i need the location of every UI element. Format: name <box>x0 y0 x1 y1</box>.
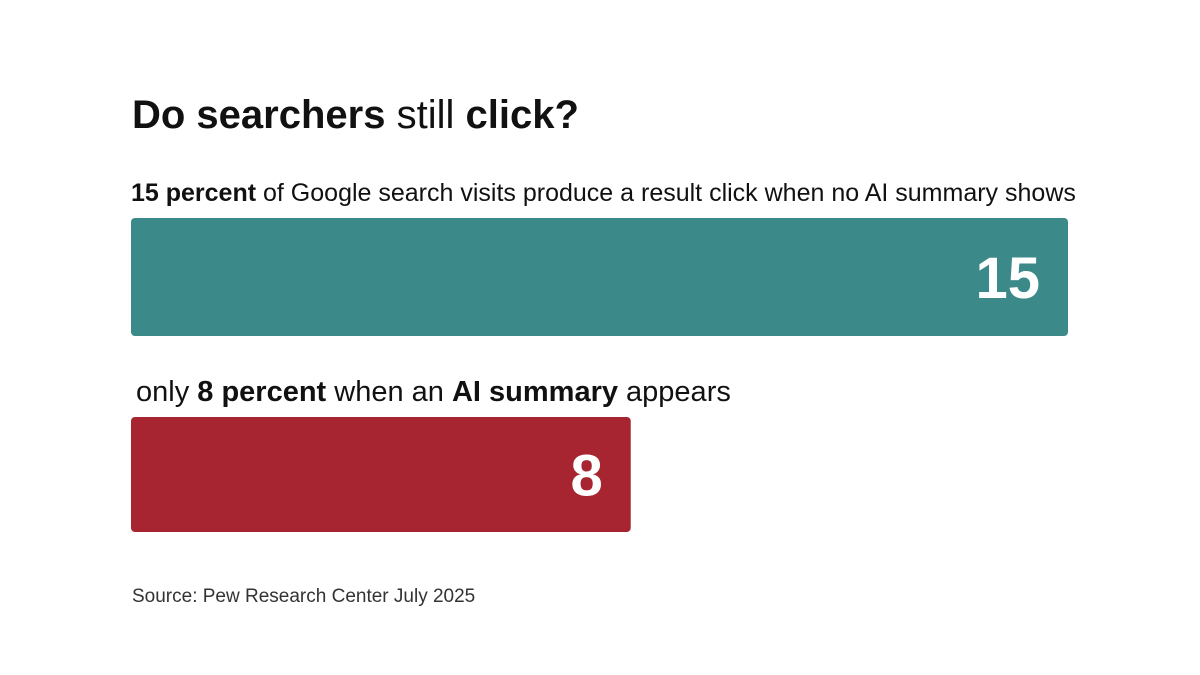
bar <box>131 218 1068 336</box>
text-run: 15 percent <box>131 179 263 207</box>
value-label: 8 <box>570 444 602 509</box>
chart-title: Do searchers still click? <box>132 93 579 137</box>
text-run: Do searchers <box>132 93 397 137</box>
source-note: Source: Pew Research Center July 2025 <box>132 586 475 607</box>
text-run: appears <box>626 376 731 408</box>
text-run: only <box>136 376 197 408</box>
text-run: still <box>397 93 466 137</box>
category-label: 15 percent of Google search visits produ… <box>131 179 1076 207</box>
text-run: 8 percent <box>197 376 334 408</box>
text-run: click? <box>465 93 578 137</box>
text-run: AI summary <box>452 376 626 408</box>
text-run: when an <box>333 376 452 408</box>
category-label: only 8 percent when an AI summary appear… <box>136 376 731 408</box>
value-label: 15 <box>975 246 1040 311</box>
text-run: of Google search visits produce a result… <box>263 179 1076 207</box>
bar <box>131 417 631 532</box>
